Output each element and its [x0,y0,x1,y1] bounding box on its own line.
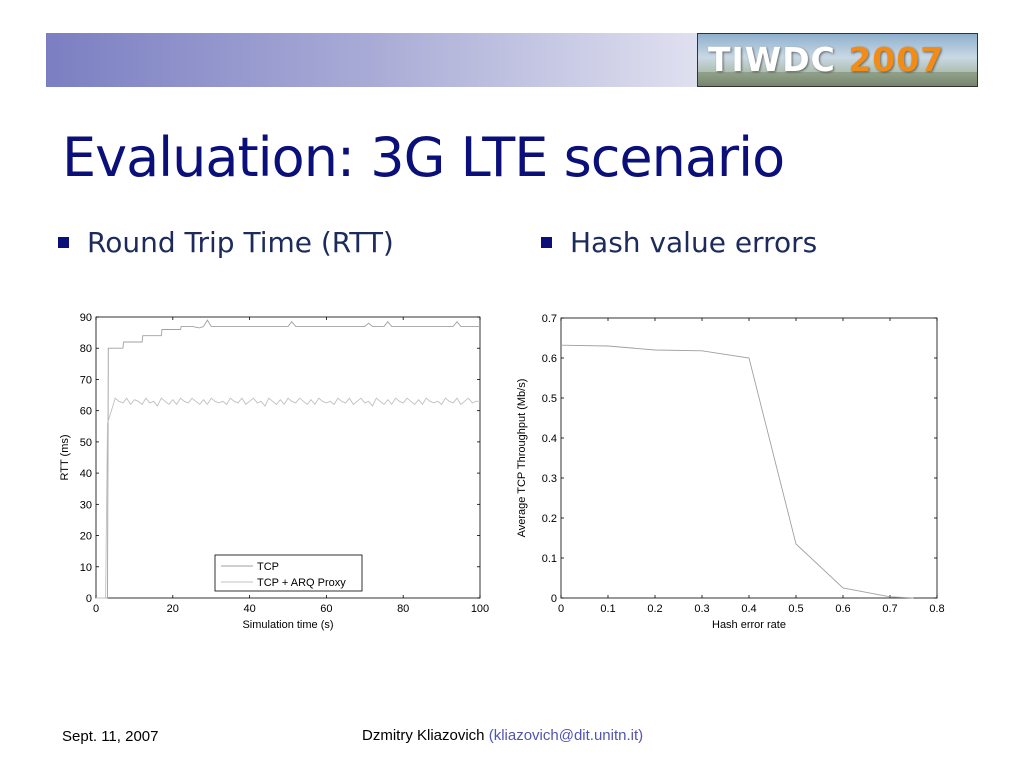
x-tick-label: 20 [167,603,179,615]
x-tick-label: 40 [243,603,255,615]
y-tick-label: 60 [80,406,92,418]
series-line-1 [96,397,480,599]
plot-frame [95,316,481,599]
tiwdc-logo: TIWDC 2007 [697,33,978,87]
y-tick-label: 80 [80,343,92,355]
author-name: Dzmitry Kliazovich [362,727,485,744]
x-tick-label: 0 [93,603,99,615]
footer-date: Sept. 11, 2007 [62,728,159,745]
legend-label: TCP [257,561,279,573]
y-tick-label: 30 [80,499,92,511]
y-tick-label: 90 [80,312,92,324]
x-axis-label: Simulation time (s) [242,619,333,631]
x-tick-label: 100 [471,603,489,615]
footer-author: Dzmitry Kliazovich (kliazovich@dit.unitn… [362,727,643,744]
logo-text-part1: TIWDC [708,40,836,79]
y-tick-label: 70 [80,374,92,386]
logo-text: TIWDC 2007 [708,40,944,80]
slide-title: Evaluation: 3G LTE scenario [62,126,785,189]
y-tick-label: 10 [80,562,92,574]
bullet-square-icon [58,236,69,248]
bullet-rtt: Round Trip Time (RTT) [58,222,394,262]
bullet-hash-errors: Hash value errors [541,222,817,262]
series-line-0 [96,319,480,599]
y-tick-label: 40 [80,468,92,480]
legend-box [214,554,363,592]
x-tick-label: 60 [320,603,332,615]
y-axis-label: RTT (ms) [59,434,71,480]
legend-label: TCP + ARQ Proxy [257,577,346,589]
bullet-label: Hash value errors [570,225,818,259]
bullet-square-icon [541,236,552,248]
bullet-label: Round Trip Time (RTT) [87,225,394,259]
logo-text-part2: 2007 [848,40,945,79]
x-tick-label: 80 [397,603,409,615]
y-tick-label: 20 [80,531,92,543]
y-tick-label: 50 [80,437,92,449]
author-email: (kliazovich@dit.unitn.it) [488,727,644,744]
y-tick-label: 0 [86,593,92,605]
logo-background [698,72,977,86]
